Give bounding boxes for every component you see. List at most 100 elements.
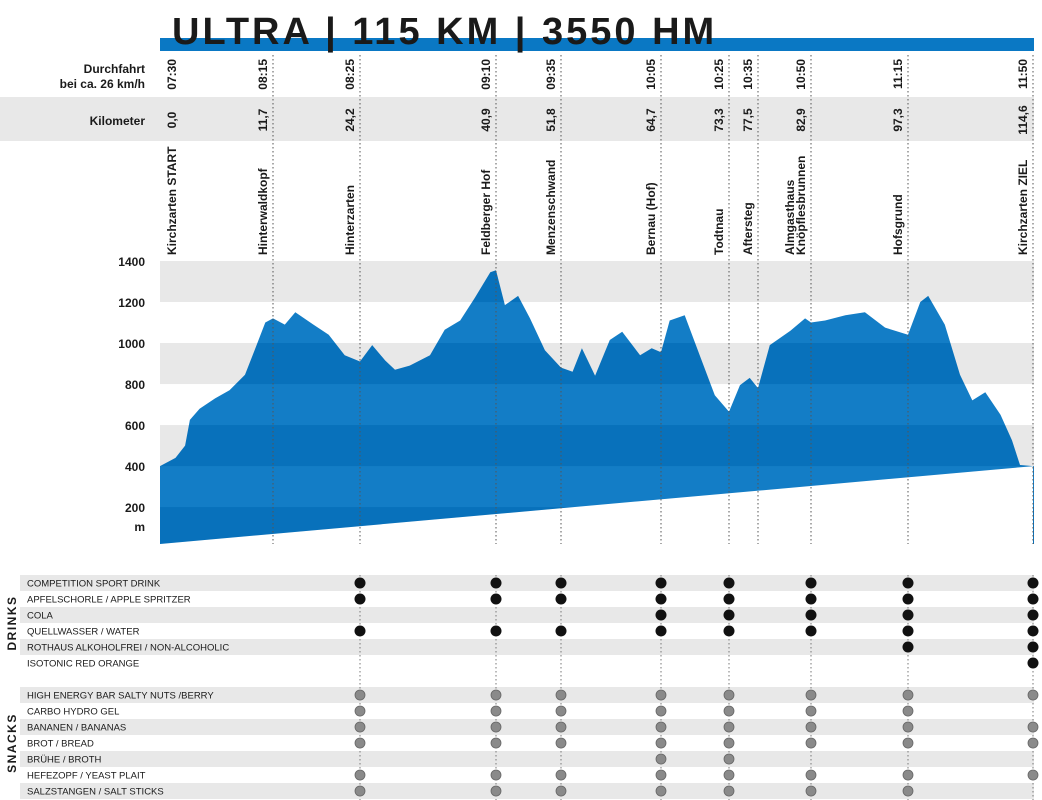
station-text: Aftersteg [741,202,755,255]
station-text: Knöpflesbrunnen [794,156,808,255]
y-tick-label: 800 [125,378,145,392]
row-band [20,719,1034,735]
row-label: COMPETITION SPORT DRINK [27,579,161,590]
dot [354,625,366,637]
station-text: Hinterzarten [343,185,357,255]
row-label: QUELLWASSER / WATER [27,627,140,638]
station-text: Hinterwaldkopf [256,167,270,255]
section-title: DRINKS [5,595,19,650]
dot [805,705,817,717]
row-label: HEFEZOPF / YEAST PLAIT [27,771,146,782]
dot [723,785,735,797]
dot [805,721,817,733]
dot [902,641,914,653]
row-band [20,575,1034,591]
station-text: 51,8 [544,108,558,132]
dot [655,593,667,605]
dot [1027,625,1039,637]
station-text: 40,9 [479,108,493,132]
row-label: CARBO HYDRO GEL [27,707,119,718]
dot [1027,593,1039,605]
row-label: BROT / BREAD [27,739,94,750]
dot [723,737,735,749]
dot [354,721,366,733]
dot [723,625,735,637]
dot [354,785,366,797]
station-text: 10:35 [741,59,755,90]
dot [723,689,735,701]
dot [1027,689,1039,701]
row-band [20,783,1034,799]
dot [902,689,914,701]
station-text: 0,0 [165,111,179,128]
station-text: 07:30 [165,59,179,90]
dot [723,769,735,781]
station-text: 09:35 [544,59,558,90]
dot [723,593,735,605]
station-text: 10:50 [794,59,808,90]
band [160,261,1034,303]
dot [490,785,502,797]
station-text: Feldberger Hof [479,169,493,255]
station-text: 11,7 [256,108,270,131]
dot [354,593,366,605]
dot [490,721,502,733]
dot [555,577,567,589]
km-band [0,97,1034,141]
time-label: bei ca. 26 km/h [60,77,145,91]
dot [555,769,567,781]
dot [354,689,366,701]
y-tick-label: 600 [125,419,145,433]
station-text: 77,5 [741,108,755,132]
dot [805,785,817,797]
dot [655,577,667,589]
dot [805,737,817,749]
row-label: ISOTONIC RED ORANGE [27,659,139,670]
dot [805,769,817,781]
dot [805,593,817,605]
dot [354,769,366,781]
dot [1027,657,1039,669]
dot [490,625,502,637]
station-text: 10:05 [644,59,658,90]
dot [723,721,735,733]
area-band [160,384,1034,426]
row-band [20,639,1034,655]
dot [902,737,914,749]
station-text: 08:15 [256,59,270,90]
dot [902,609,914,621]
row-band [20,607,1034,623]
dot [902,577,914,589]
dot [655,785,667,797]
dot [1027,721,1039,733]
dot [655,753,667,765]
row-label: BANANEN / BANANAS [27,723,126,734]
dot [902,705,914,717]
dot [555,689,567,701]
dot [555,737,567,749]
row-band [20,687,1034,703]
row-label: ROTHAUS ALKOHOLFREI / NON-ALCOHOLIC [27,643,229,654]
section-title: SNACKS [5,713,19,773]
row-band [20,751,1034,767]
y-tick-label: 400 [125,460,145,474]
station-text: Bernau (Hof) [644,182,658,255]
row-label: BRÜHE / BROTH [27,755,102,766]
row-label: SALZSTANGEN / SALT STICKS [27,787,164,798]
dot [805,577,817,589]
dot [555,721,567,733]
area-band [160,507,1034,544]
dot [655,721,667,733]
station-text: 24,2 [343,108,357,132]
title: ULTRA | 115 KM | 3550 HM [172,11,717,53]
dot [723,753,735,765]
dot [723,705,735,717]
dot [902,721,914,733]
dot [490,577,502,589]
dot [723,609,735,621]
dot [805,689,817,701]
dot [655,705,667,717]
dot [555,625,567,637]
elevation-area [160,270,1034,544]
